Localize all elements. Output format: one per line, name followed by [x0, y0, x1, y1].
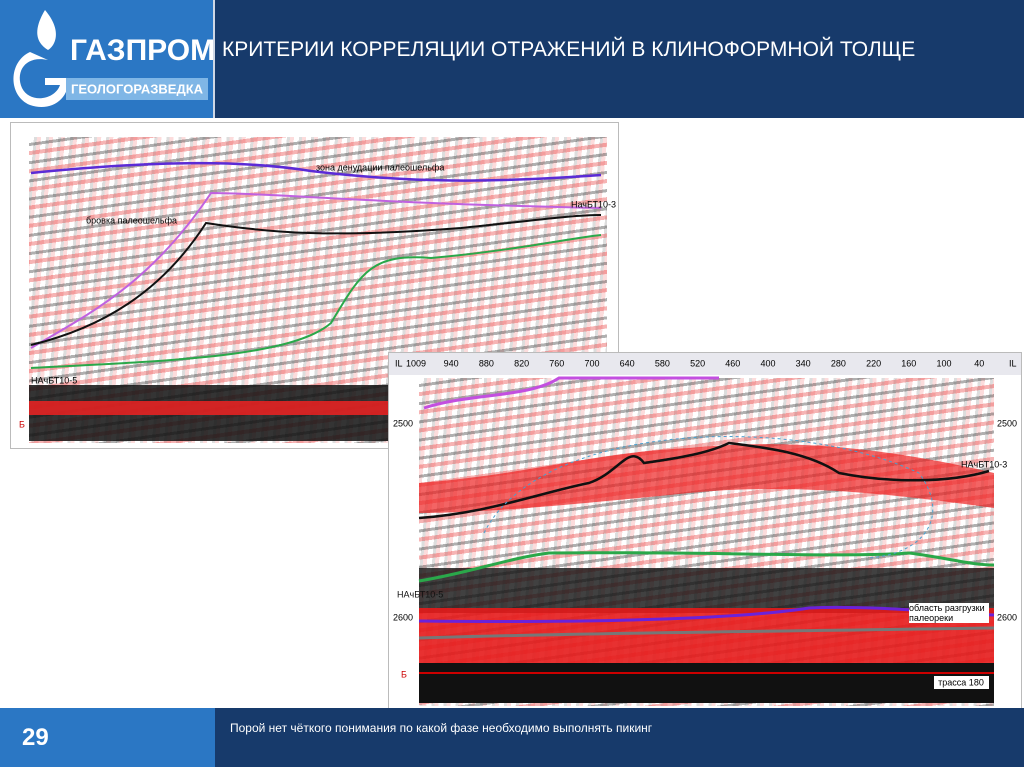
- trace-label: 160: [901, 358, 916, 368]
- trace-label: 340: [796, 358, 811, 368]
- axis-bar: [389, 353, 1021, 375]
- note: область разгрузки палеореки: [909, 603, 989, 623]
- horizon: [418, 551, 995, 583]
- logo-band: [66, 78, 208, 100]
- page-number: 29: [0, 708, 215, 767]
- seismic-panel-1: зона денудации палеошельфа бровка палеош…: [10, 122, 619, 449]
- note-box: область разгрузки палеореки: [909, 603, 989, 623]
- trace-label: 640: [620, 358, 635, 368]
- base-label: Б: [401, 669, 407, 679]
- horizon: [418, 626, 995, 640]
- logo: ГАЗПРОМ ГЕОЛОГОРАЗВЕДКА: [0, 0, 215, 118]
- trace-label: 820: [514, 358, 529, 368]
- horizon: [418, 441, 990, 520]
- horizon-label: НАчБТ10-5: [397, 589, 443, 599]
- flame: [37, 10, 56, 50]
- axis-name: IL: [395, 358, 403, 368]
- horizon-label: НАчБТ10-5: [31, 375, 77, 385]
- horizon: [30, 214, 602, 346]
- logo-name: ГАЗПРОМ: [70, 34, 213, 67]
- horizon-label: НачБТ10-3: [571, 199, 616, 209]
- depth-label: 2600: [997, 612, 1017, 622]
- trace-label: 280: [831, 358, 846, 368]
- trace-label: 760: [549, 358, 564, 368]
- depth-label: 2500: [997, 418, 1017, 428]
- logo-sub: ГЕОЛОГОРАЗВЕДКА: [71, 81, 204, 96]
- horizon: [423, 376, 719, 410]
- horizon-label: НАчБТ10-3: [961, 459, 1007, 469]
- note: бровка палеошельфа: [86, 215, 177, 225]
- note-bg: [934, 676, 989, 689]
- slide-title: КРИТЕРИИ КОРРЕЛЯЦИИ ОТРАЖЕНИЙ В КЛИНОФОР…: [222, 38, 916, 61]
- trace-label: 880: [479, 358, 494, 368]
- horizons-2: НАчБТ10-3 НАчБТ10-5 область разгрузки па…: [393, 358, 1017, 703]
- logo-g: [13, 52, 69, 107]
- black-band: [419, 663, 994, 703]
- horizon: [30, 161, 602, 182]
- base-label: Б: [19, 419, 25, 429]
- trace-label: 1009: [406, 358, 426, 368]
- trace-note: трасса 180: [938, 677, 984, 687]
- trace-label: 520: [690, 358, 705, 368]
- trace-label: 580: [655, 358, 670, 368]
- horizon: [30, 191, 602, 349]
- trace-label: 700: [584, 358, 599, 368]
- depth-label: 2500: [393, 418, 413, 428]
- trace-label: 400: [760, 358, 775, 368]
- trace-label: 460: [725, 358, 740, 368]
- seismic-panel-2: НАчБТ10-3 НАчБТ10-5 область разгрузки па…: [388, 352, 1022, 710]
- axis-name: IL: [1009, 358, 1017, 368]
- trace-label: 100: [936, 358, 951, 368]
- trace-label: 940: [444, 358, 459, 368]
- red-band: [419, 444, 994, 513]
- footer-text: Порой нет чёткого понимания по какой фаз…: [230, 721, 653, 735]
- trace-label: 40: [974, 358, 984, 368]
- depth-label: 2600: [393, 612, 413, 622]
- horizon: [30, 234, 602, 369]
- black-band: [419, 568, 994, 613]
- dashed-outline: [483, 436, 934, 559]
- trace-label: 220: [866, 358, 881, 368]
- note: зона денудации палеошельфа: [316, 162, 444, 172]
- logo-art: ГАЗПРОМ ГЕОЛОГОРАЗВЕДКА: [13, 10, 215, 107]
